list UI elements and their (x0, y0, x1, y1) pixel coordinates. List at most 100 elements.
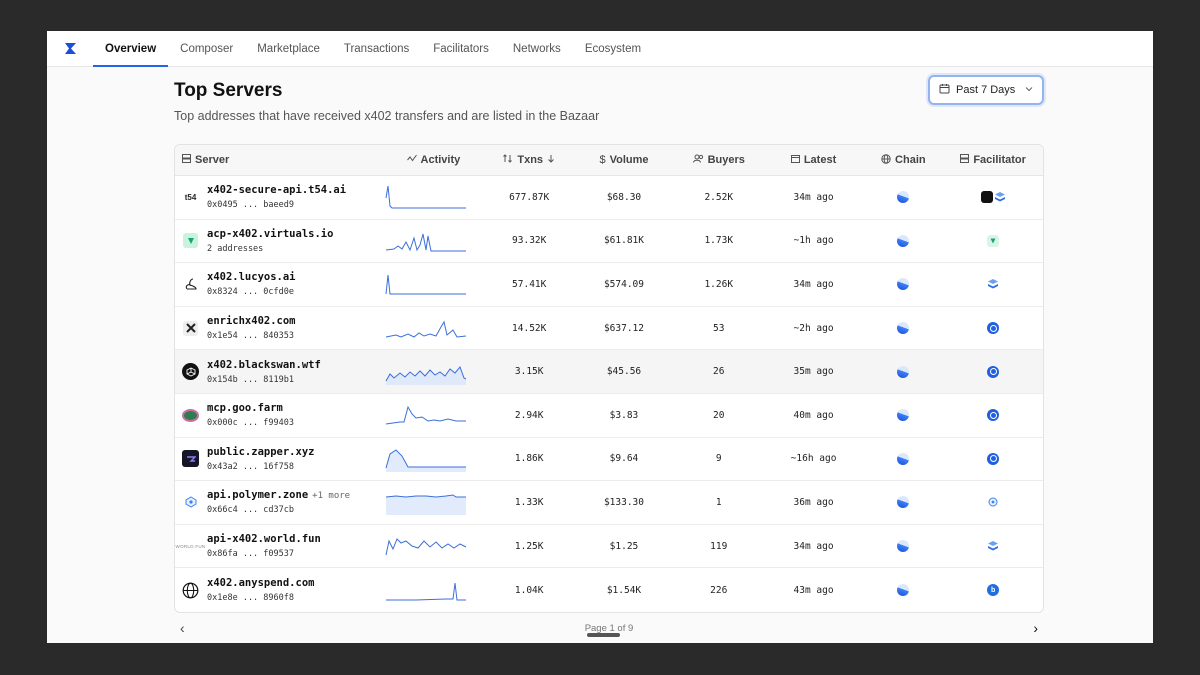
tab-overview[interactable]: Overview (93, 31, 169, 67)
activity-sparkline (385, 533, 485, 559)
facilitator-stack-icon (987, 278, 999, 290)
base-chain-icon (897, 452, 910, 465)
server-cell[interactable]: api.polymer.zone +1 more 0x66c4 ... cd37cb (175, 489, 385, 515)
table-row[interactable]: mcp.goo.farm 0x000c ... f99403 2.94K $3.83 2… (175, 394, 1043, 438)
table-row[interactable]: x402.blackswan.wtf 0x154b ... 8119b1 3.15K… (175, 350, 1043, 394)
activity-sparkline (385, 315, 485, 341)
volume-value: $68.30 (606, 191, 642, 203)
base-chain-icon (897, 278, 910, 291)
next-page-button[interactable]: › (1033, 620, 1038, 636)
page-indicator: Page 1 of 9 (584, 622, 634, 637)
polymer-logo-icon (182, 494, 199, 511)
activity-sparkline (385, 402, 485, 428)
server-cell[interactable]: enrichx402.com 0x1e54 ... 840353 (175, 315, 385, 341)
server-cell[interactable]: acp-x402.virtuals.io 2 addresses (175, 228, 385, 254)
table-row[interactable]: api.polymer.zone +1 more 0x66c4 ... cd37cb… (175, 481, 1043, 525)
buyers-value: 2.52K (704, 191, 734, 203)
server-icon (960, 154, 970, 166)
volume-value: $574.09 (603, 278, 644, 290)
latest-value: 40m ago (793, 409, 834, 421)
buyers-value: 1 (715, 496, 722, 508)
table-row[interactable]: WORLD.FUN api-x402.world.fun 0x86fa ... f0… (175, 525, 1043, 569)
col-chain[interactable]: Chain (863, 153, 943, 167)
chain-cell (863, 234, 943, 247)
latest-value: ~16h ago (790, 453, 837, 465)
users-icon (692, 154, 704, 166)
latest-value: ~1h ago (793, 235, 834, 247)
col-server[interactable]: Server (175, 154, 385, 166)
facilitator-cell (943, 278, 1043, 290)
app-logo-icon[interactable] (47, 31, 93, 66)
tab-facilitators[interactable]: Facilitators (433, 42, 489, 55)
table-row[interactable]: t54 x402-secure-api.t54.ai 0x0495 ... baee… (175, 176, 1043, 220)
t54-logo-icon: t54 (184, 192, 197, 202)
server-name[interactable]: x402-secure-api.t54.ai (207, 184, 347, 197)
server-address: 0x86fa ... f09537 (207, 549, 294, 560)
date-range-label: Past 7 Days (956, 84, 1016, 96)
col-latest[interactable]: Latest (764, 154, 864, 166)
server-name[interactable]: acp-x402.virtuals.io (207, 227, 334, 240)
server-cell[interactable]: x402.lucyos.ai 0x8324 ... 0cfd0e (175, 271, 385, 297)
server-name[interactable]: x402.anyspend.com (207, 577, 315, 590)
col-buyers[interactable]: Buyers (674, 154, 764, 166)
server-address: 2 addresses (207, 243, 264, 254)
col-activity[interactable]: Activity (385, 154, 485, 166)
server-address: 0x43a2 ... 16f758 (207, 461, 294, 472)
server-cell[interactable]: t54 x402-secure-api.t54.ai 0x0495 ... baee… (175, 184, 385, 210)
facilitator-cell (943, 409, 1043, 422)
facilitator-stack-icon (994, 191, 1006, 203)
facilitator-cell (943, 322, 1043, 335)
facilitator-cell (943, 452, 1043, 465)
more-badge[interactable]: +1 more (312, 491, 351, 502)
tab-transactions[interactable]: Transactions (343, 42, 410, 55)
calendar-icon (790, 154, 800, 166)
server-cell[interactable]: WORLD.FUN api-x402.world.fun 0x86fa ... f0… (175, 533, 385, 559)
server-name[interactable]: mcp.goo.farm (207, 402, 283, 415)
server-name[interactable]: x402.blackswan.wtf (207, 358, 321, 371)
sort-desc-icon (547, 154, 555, 166)
prev-page-button[interactable]: ‹ (180, 620, 185, 636)
buyers-value: 1.26K (704, 278, 734, 290)
buyers-value: 53 (713, 322, 725, 334)
server-address: 0x1e54 ... 840353 (207, 331, 294, 342)
server-name[interactable]: public.zapper.xyz (207, 445, 315, 458)
blackswan-logo-icon (182, 363, 199, 381)
latest-value: 34m ago (793, 278, 834, 290)
col-facilitator[interactable]: Facilitator (943, 154, 1043, 166)
globe-icon (881, 153, 891, 167)
col-volume[interactable]: $ Volume (599, 154, 649, 166)
facilitator-cell (943, 497, 1043, 507)
col-txns[interactable]: Txns (484, 154, 574, 166)
chain-cell (863, 584, 943, 597)
table-row[interactable]: public.zapper.xyz 0x43a2 ... 16f758 1.86K $… (175, 438, 1043, 482)
server-cell[interactable]: x402.anyspend.com 0x1e8e ... 8960f8 (175, 577, 385, 603)
buyers-value: 20 (713, 409, 725, 421)
latest-value: 43m ago (793, 584, 834, 596)
server-name[interactable]: enrichx402.com (207, 315, 296, 328)
txns-value: 57.41K (512, 278, 547, 290)
server-name[interactable]: x402.lucyos.ai (207, 271, 296, 284)
date-range-button[interactable]: Past 7 Days (928, 75, 1044, 105)
table-header: Server Activity Txns $ Volume Buye (175, 145, 1043, 176)
server-name[interactable]: api-x402.world.fun (207, 533, 321, 546)
facilitator-polymer-icon (988, 497, 998, 507)
tab-networks[interactable]: Networks (512, 42, 561, 55)
zapper-logo-icon (182, 450, 199, 468)
tab-marketplace[interactable]: Marketplace (257, 42, 320, 55)
table-row[interactable]: enrichx402.com 0x1e54 ... 840353 14.52K $63… (175, 307, 1043, 351)
chain-cell (863, 540, 943, 553)
server-cell[interactable]: x402.blackswan.wtf 0x154b ... 8119b1 (175, 359, 385, 385)
volume-value: $133.30 (603, 496, 644, 508)
table-row[interactable]: acp-x402.virtuals.io 2 addresses 93.32K $61… (175, 220, 1043, 264)
volume-value: $637.12 (603, 322, 644, 334)
tab-composer[interactable]: Composer (180, 42, 234, 55)
server-name[interactable]: api.polymer.zone +1 more (207, 489, 351, 502)
base-chain-icon (897, 191, 910, 204)
tab-ecosystem[interactable]: Ecosystem (584, 42, 642, 55)
table-row[interactable]: x402.anyspend.com 0x1e8e ... 8960f8 1.04K $… (175, 568, 1043, 612)
buyers-value: 26 (713, 366, 725, 378)
server-cell[interactable]: mcp.goo.farm 0x000c ... f99403 (175, 402, 385, 428)
dollar-icon: $ (599, 154, 606, 166)
server-cell[interactable]: public.zapper.xyz 0x43a2 ... 16f758 (175, 446, 385, 472)
table-row[interactable]: x402.lucyos.ai 0x8324 ... 0cfd0e 57.41K $57… (175, 263, 1043, 307)
